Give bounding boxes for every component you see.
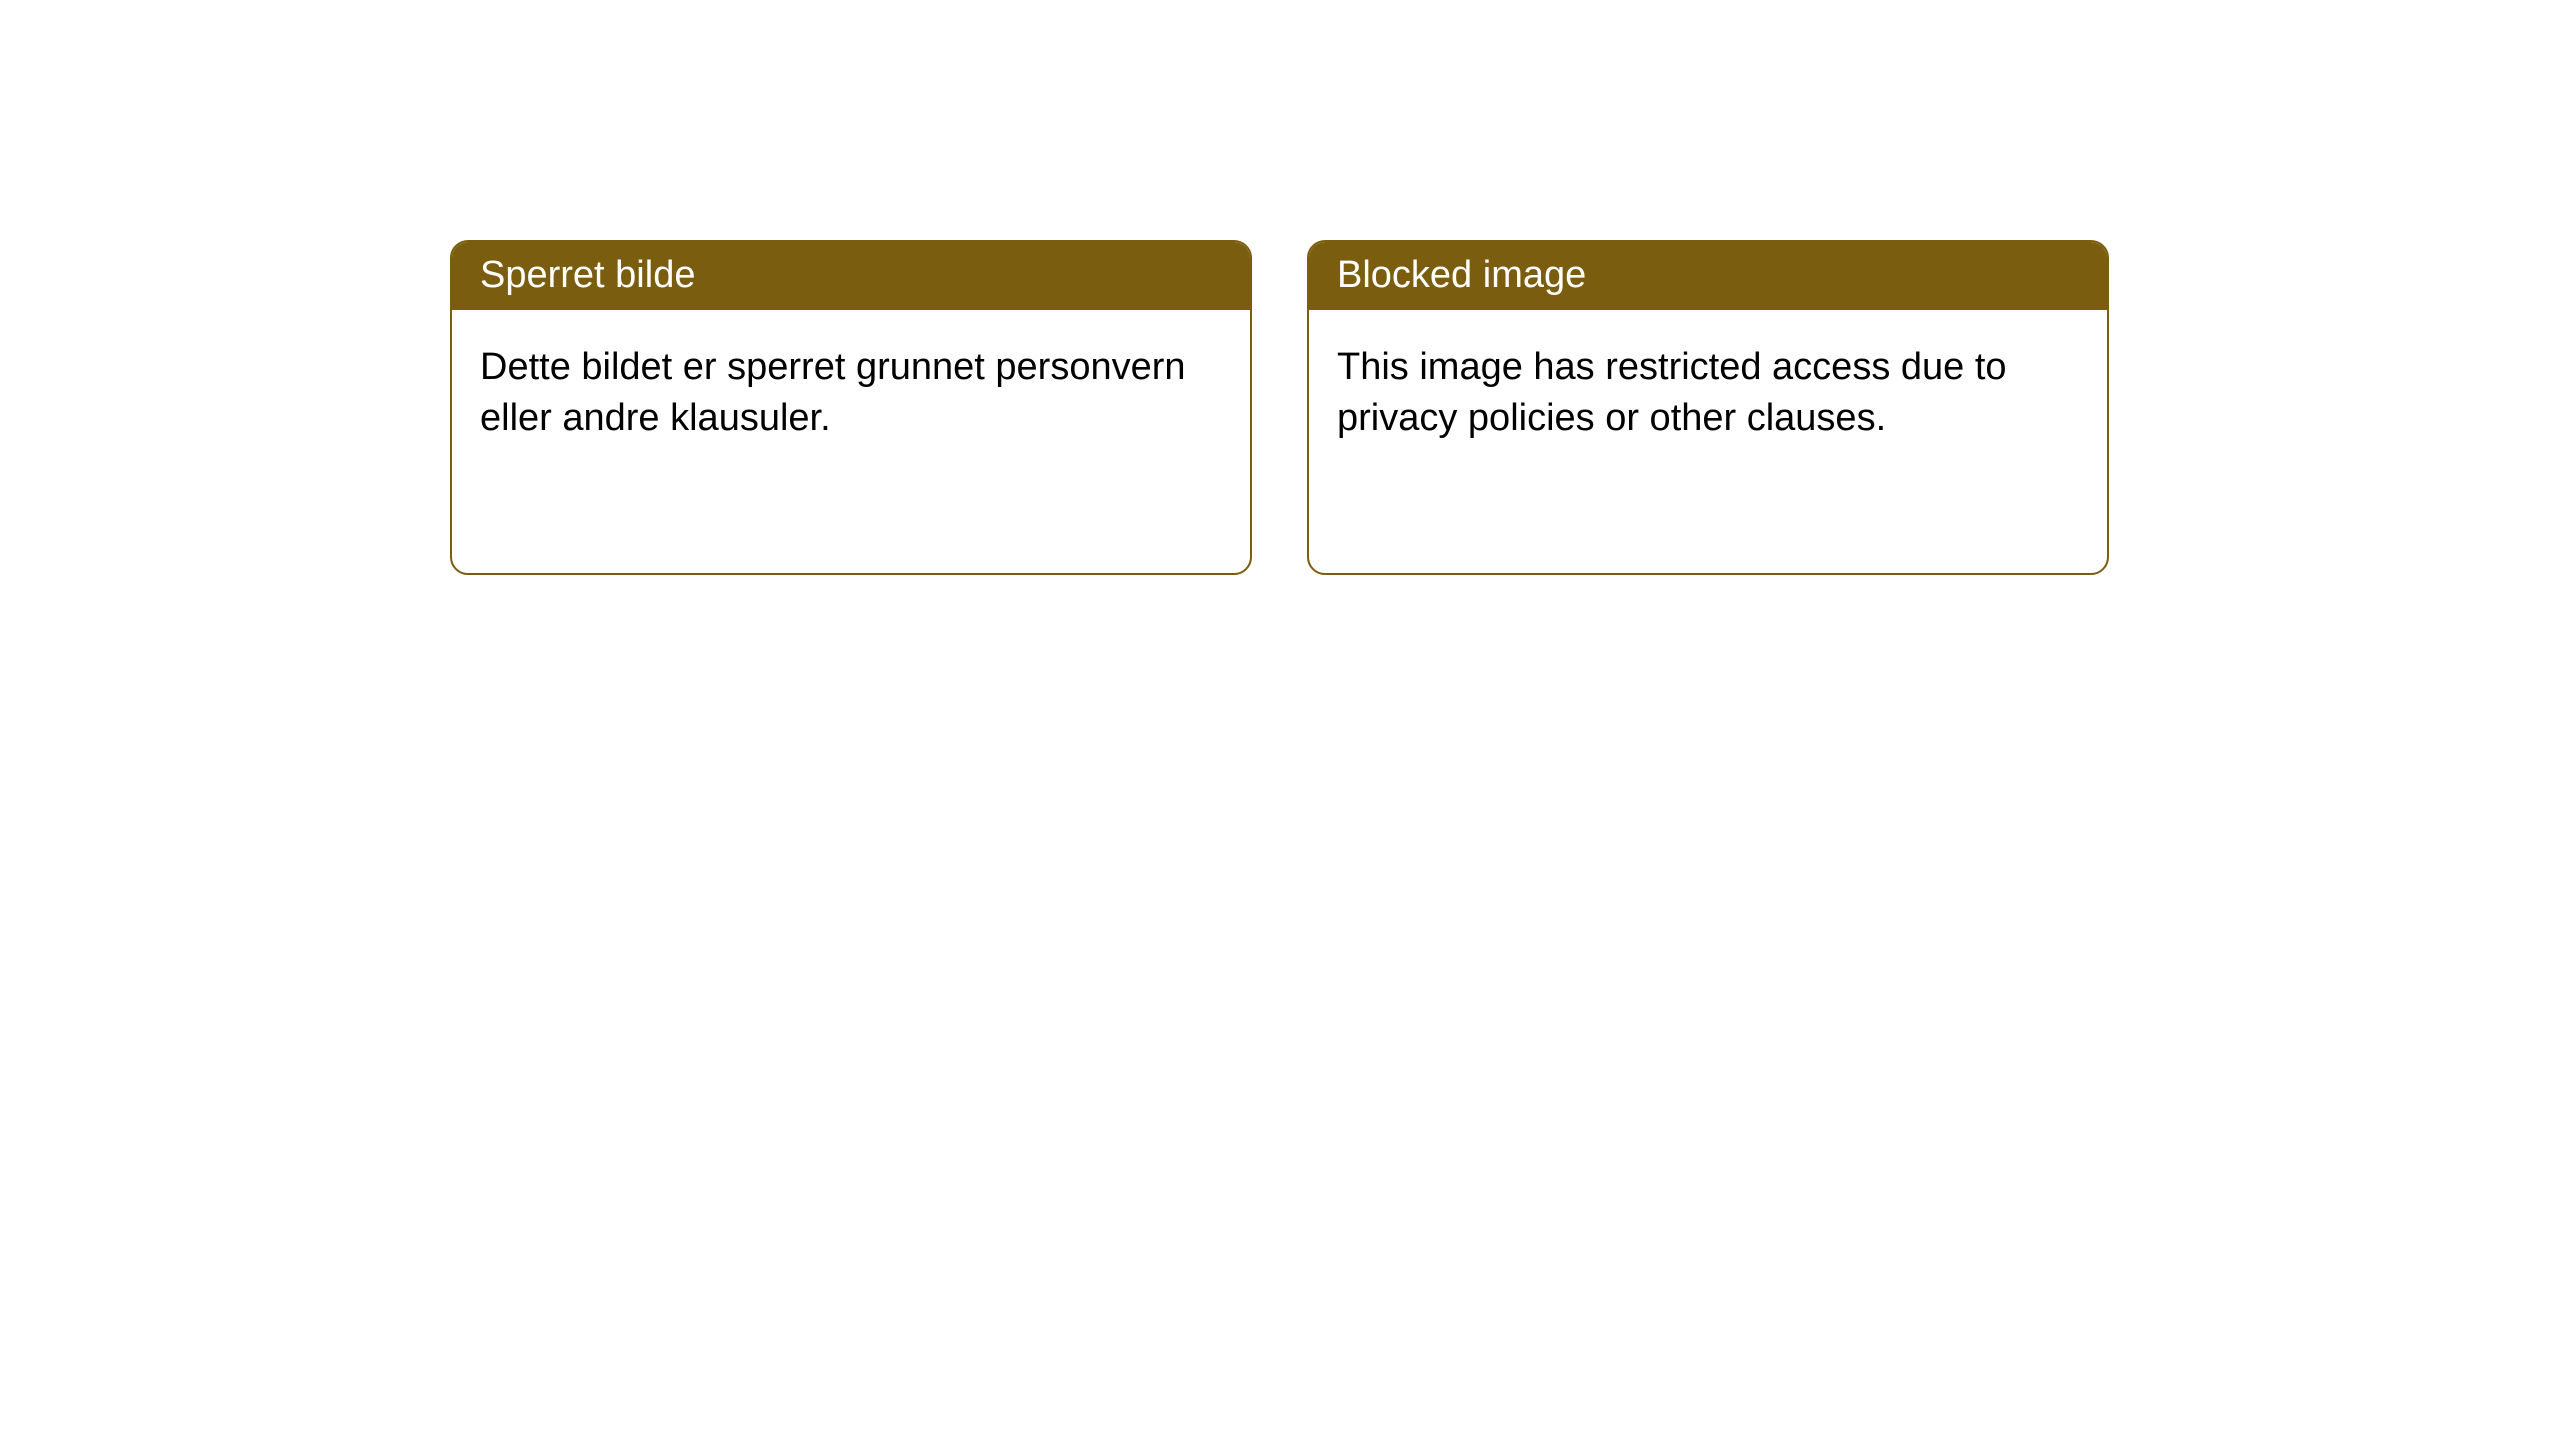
notice-cards-container: Sperret bilde Dette bildet er sperret gr… [450, 240, 2109, 575]
notice-card-body: This image has restricted access due to … [1309, 310, 2107, 477]
notice-card-body: Dette bildet er sperret grunnet personve… [452, 310, 1250, 477]
notice-card-title: Sperret bilde [452, 242, 1250, 310]
notice-card-norwegian: Sperret bilde Dette bildet er sperret gr… [450, 240, 1252, 575]
notice-card-title: Blocked image [1309, 242, 2107, 310]
notice-card-english: Blocked image This image has restricted … [1307, 240, 2109, 575]
